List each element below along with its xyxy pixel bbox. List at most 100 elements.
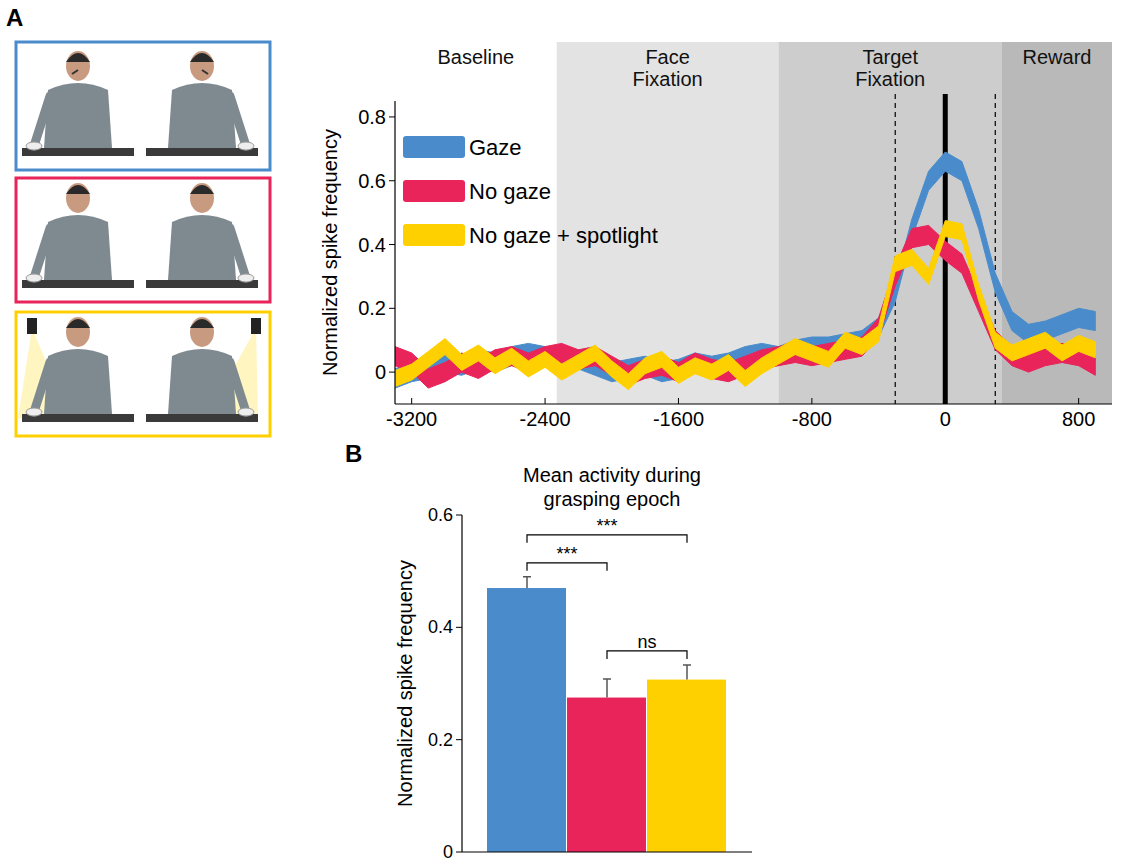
chart-title: Mean activity duringgrasping epoch bbox=[523, 464, 701, 510]
y-axis-title: Normalized spike frequency bbox=[319, 129, 341, 376]
arm bbox=[34, 228, 50, 278]
x-tick-label: -3200 bbox=[386, 408, 437, 430]
panel-letter: A bbox=[6, 4, 23, 31]
x-tick-label: 800 bbox=[1062, 408, 1095, 430]
significance-label: *** bbox=[556, 544, 577, 564]
x-axis bbox=[462, 851, 752, 852]
x-tick bbox=[545, 398, 546, 404]
object bbox=[238, 408, 254, 416]
figure: ABaselineFaceFixationTargetFixationRewar… bbox=[0, 0, 1121, 867]
y-tick bbox=[389, 244, 395, 245]
arm bbox=[230, 96, 246, 146]
bars bbox=[487, 577, 726, 852]
epoch-label-line: Baseline bbox=[438, 46, 515, 68]
y-tick bbox=[389, 372, 395, 373]
head bbox=[66, 51, 90, 81]
gaze-cue bbox=[72, 70, 78, 74]
condition-box bbox=[16, 42, 270, 170]
legend-label: No gaze + spotlight bbox=[469, 223, 658, 248]
title-line: Mean activity during bbox=[523, 464, 701, 486]
hair bbox=[66, 53, 90, 62]
bar bbox=[487, 588, 566, 852]
condition-box bbox=[16, 312, 270, 436]
y-axis-title: Normalized spike frequency bbox=[394, 560, 416, 807]
x-tick bbox=[1078, 398, 1079, 404]
head bbox=[66, 183, 90, 213]
object bbox=[238, 142, 254, 150]
sem-band bbox=[395, 221, 1095, 390]
event-marker bbox=[995, 94, 996, 404]
head bbox=[66, 317, 90, 347]
y-tick-label: 0.6 bbox=[358, 170, 386, 192]
epoch-label-line: Target bbox=[862, 46, 918, 68]
y-tick-label: 0.8 bbox=[358, 106, 386, 128]
significance-bracket bbox=[527, 535, 687, 543]
legend-label: No gaze bbox=[469, 179, 551, 204]
x-tick-label: -1600 bbox=[653, 408, 704, 430]
y-tick bbox=[389, 180, 395, 181]
hair bbox=[66, 185, 90, 194]
epoch-label: FaceFixation bbox=[633, 46, 703, 90]
torso bbox=[168, 83, 236, 148]
y-tick bbox=[456, 852, 462, 853]
torso bbox=[168, 215, 236, 280]
gaze-cue bbox=[202, 70, 208, 74]
illustrations bbox=[16, 42, 270, 436]
significance-bracket bbox=[527, 563, 607, 571]
legend: Gaze No gaze No gaze + spotlight bbox=[403, 135, 658, 248]
x-tick bbox=[945, 398, 946, 404]
y-tick-label: 0 bbox=[375, 361, 386, 383]
legend-label: Gaze bbox=[469, 135, 522, 160]
legend-swatch bbox=[403, 136, 465, 158]
significance-bracket bbox=[607, 651, 687, 659]
x-tick-label: 0 bbox=[940, 408, 951, 430]
object bbox=[26, 274, 42, 282]
hair bbox=[190, 53, 214, 62]
error-bar bbox=[683, 665, 691, 680]
head bbox=[190, 183, 214, 213]
y-tick bbox=[389, 308, 395, 309]
y-tick-label: 0.2 bbox=[428, 730, 453, 750]
epoch-label-line: Fixation bbox=[633, 68, 703, 90]
significance-label: *** bbox=[596, 516, 617, 536]
epoch-label-line: Reward bbox=[1023, 46, 1092, 68]
y-tick bbox=[456, 627, 462, 628]
bar bbox=[567, 698, 646, 852]
x-tick bbox=[678, 398, 679, 404]
condition-box bbox=[16, 178, 270, 302]
arm bbox=[34, 96, 50, 146]
title-line: grasping epoch bbox=[544, 488, 681, 510]
y-tick-label: 0.4 bbox=[358, 234, 386, 256]
epoch-label: Baseline bbox=[438, 46, 515, 68]
error-bar bbox=[603, 679, 611, 698]
bands bbox=[395, 152, 1095, 390]
arm bbox=[34, 362, 50, 412]
error-bar bbox=[523, 577, 531, 588]
panel-letter: B bbox=[345, 440, 362, 467]
y-tick bbox=[389, 116, 395, 117]
hair bbox=[190, 319, 214, 328]
epoch-label: TargetFixation bbox=[855, 46, 925, 90]
x-tick-label: -800 bbox=[792, 408, 832, 430]
object bbox=[238, 274, 254, 282]
y-tick bbox=[456, 739, 462, 740]
torso bbox=[44, 349, 112, 414]
y-axis bbox=[394, 101, 395, 404]
sem-band bbox=[395, 152, 1095, 388]
head bbox=[190, 317, 214, 347]
event-marker bbox=[895, 94, 896, 404]
x-tick bbox=[411, 398, 412, 404]
torso bbox=[44, 215, 112, 280]
y-tick-label: 0 bbox=[443, 842, 453, 862]
epochs: BaselineFaceFixationTargetFixationReward bbox=[395, 42, 1112, 404]
spotlight bbox=[27, 318, 37, 334]
hair bbox=[66, 319, 90, 328]
y-tick bbox=[456, 515, 462, 516]
object bbox=[26, 142, 42, 150]
spotlight bbox=[251, 318, 261, 334]
x-axis bbox=[395, 403, 1112, 404]
head bbox=[190, 51, 214, 81]
epoch-label-line: Face bbox=[645, 46, 689, 68]
bar bbox=[647, 680, 726, 852]
arm bbox=[230, 228, 246, 278]
